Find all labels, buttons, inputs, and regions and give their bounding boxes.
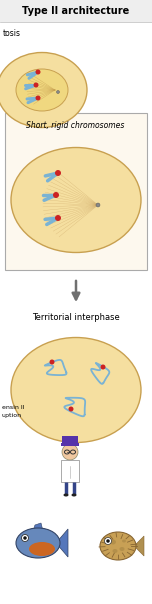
Ellipse shape <box>0 53 87 127</box>
Ellipse shape <box>100 364 105 370</box>
Ellipse shape <box>55 170 61 176</box>
Ellipse shape <box>100 532 136 560</box>
FancyBboxPatch shape <box>0 0 152 22</box>
Ellipse shape <box>36 69 40 74</box>
Ellipse shape <box>55 215 61 221</box>
Ellipse shape <box>36 95 40 100</box>
Ellipse shape <box>11 147 141 252</box>
Ellipse shape <box>64 493 69 496</box>
Ellipse shape <box>105 538 112 544</box>
Ellipse shape <box>106 539 110 543</box>
Ellipse shape <box>29 542 55 556</box>
Text: Territorial interphase: Territorial interphase <box>32 313 120 323</box>
Ellipse shape <box>16 69 68 111</box>
Polygon shape <box>134 536 144 556</box>
Ellipse shape <box>53 192 59 198</box>
Ellipse shape <box>112 549 117 553</box>
Text: Type II architecture: Type II architecture <box>22 6 130 16</box>
Ellipse shape <box>23 536 27 540</box>
Text: tosis: tosis <box>3 28 21 37</box>
Ellipse shape <box>16 528 60 558</box>
Ellipse shape <box>21 535 29 542</box>
Ellipse shape <box>62 444 78 460</box>
FancyBboxPatch shape <box>61 460 79 482</box>
Ellipse shape <box>57 91 59 94</box>
Ellipse shape <box>122 539 126 542</box>
Ellipse shape <box>110 539 116 544</box>
Polygon shape <box>33 523 43 531</box>
Ellipse shape <box>71 493 76 496</box>
FancyBboxPatch shape <box>62 436 78 444</box>
Ellipse shape <box>33 83 38 88</box>
Ellipse shape <box>119 547 124 551</box>
FancyBboxPatch shape <box>61 443 79 446</box>
Ellipse shape <box>69 406 74 411</box>
FancyBboxPatch shape <box>5 113 147 270</box>
Ellipse shape <box>50 359 55 364</box>
Text: ensin II: ensin II <box>2 405 25 410</box>
Text: Short, rigid chromosomes: Short, rigid chromosomes <box>26 121 124 130</box>
Polygon shape <box>56 529 68 557</box>
Ellipse shape <box>96 203 100 207</box>
Ellipse shape <box>11 338 141 443</box>
Text: uption: uption <box>2 413 22 418</box>
